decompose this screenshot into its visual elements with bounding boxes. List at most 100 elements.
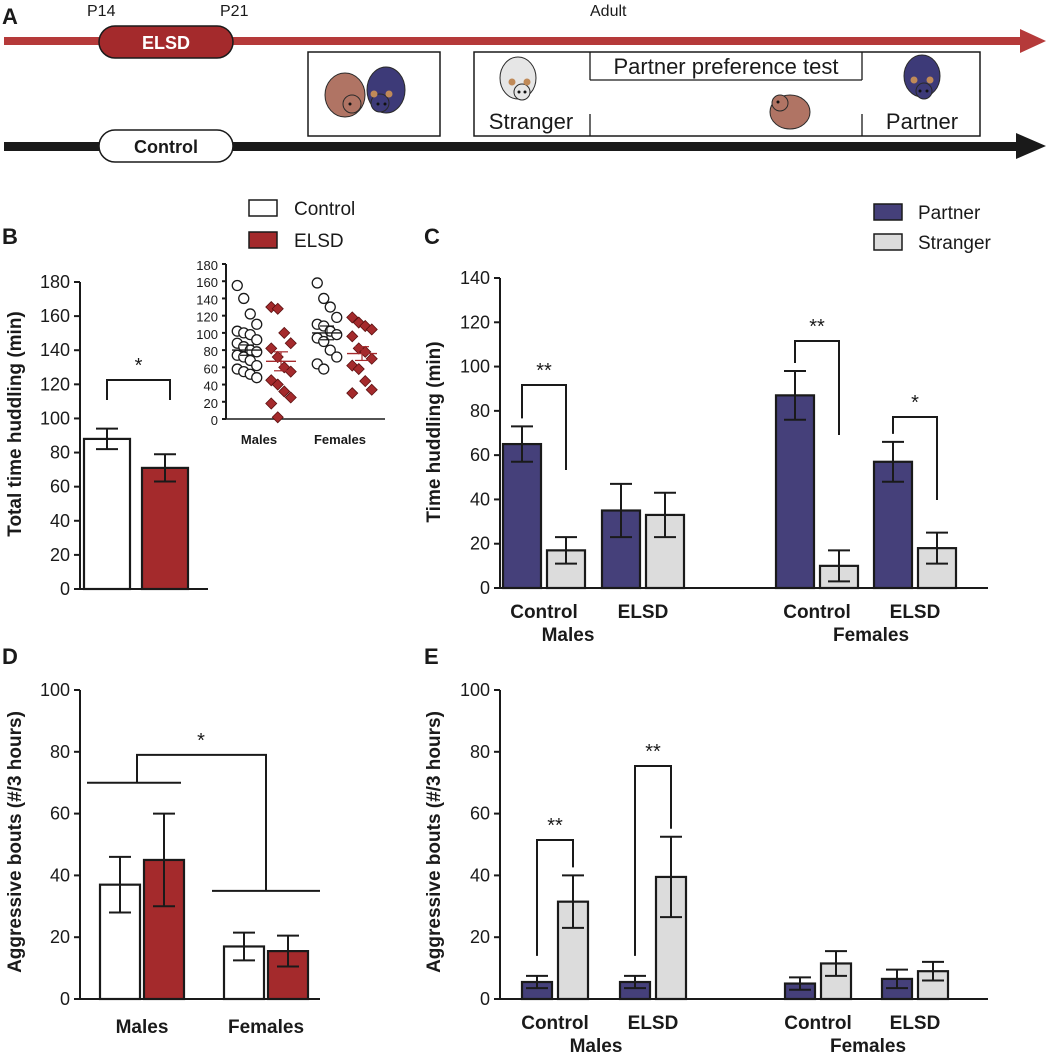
panel-d-y-tick-label: 40 [50,865,70,885]
panel-c-x-category-label: ELSD [890,602,941,623]
panel-c-y-tick-label: 20 [470,534,490,554]
panel-b-inset-females-elsd-point [346,311,359,324]
panel-b-inset-females-control-point [324,301,336,313]
panel-d-males-control-bar [98,883,142,1001]
panel-b-elsd-bar [140,466,190,591]
panel-d-significance: * [197,730,205,752]
legend-swatch-control [248,199,278,217]
panel-b-inset-y-tick-label: 60 [204,361,218,376]
panel-b-inset-y-tick-label: 40 [204,379,218,394]
legend-label-control: Control [294,199,355,220]
panel-b-inset-y-tick-label: 160 [196,275,218,290]
panel-e-x-category-label: ELSD [628,1013,679,1034]
panel-b-inset-males-elsd-point [278,385,291,398]
panel-b-inset-males-control-point [251,318,263,330]
legend-swatch-elsd [248,231,278,249]
legend-label-partner: Partner [918,203,981,224]
panel-b-control-bar [82,437,132,591]
panel-b-y-tick-label: 100 [40,408,70,428]
panel-e-x-category-label: Control [784,1013,852,1034]
panel-c-females-control-bracket [794,340,840,435]
vole-pair-icon [324,66,406,118]
legend-swatch-stranger [873,233,903,251]
panel-b-y-tick-label: 80 [50,443,70,463]
p14-label: P14 [87,3,116,20]
panel-e-y-tick-label: 60 [470,804,490,824]
panel-b-inset-females-control-point [311,277,323,289]
panel-c-x-category-label: Control [510,602,578,623]
panel-d-y-tick-label: 80 [50,742,70,762]
panel-b-inset-females-control-point [331,311,343,324]
panel-b-bracket [106,379,171,400]
panel-e-x-group-label: Males [570,1036,623,1057]
panel-d-y-tick-label: 60 [50,804,70,824]
panel-e-males-control-bracket [536,839,574,956]
partner-vole-icon [903,54,941,100]
panel-e-letter: E [424,644,439,669]
panel-b-inset-females-elsd-point [359,375,372,388]
panel-b-y-tick-label: 140 [40,340,70,360]
legend-c: Partner Stranger [873,203,992,254]
panel-e-y-tick-label: 40 [470,865,490,885]
y-axis-title-d: Aggressive bouts (#/3 hours) [5,711,26,973]
panel-c-females-elsd-significance: * [911,392,919,414]
panel-e-x-category-label: Control [521,1013,589,1034]
panel-b-inset-males-control-point [251,372,263,384]
panel-b-y-tick-label: 120 [40,374,70,394]
panel-b-inset-males-control-point [251,334,263,346]
panel-b-y-tick-label: 180 [40,272,70,292]
panel-c-males-control-partner-bar [501,442,543,590]
stranger-label: Stranger [489,109,573,134]
panel-b-y-tick-label: 20 [50,545,70,565]
panel-b-inset-males-elsd-point [284,365,297,378]
panel-d-y-tick-label: 0 [60,989,70,1009]
panel-b-inset-females-control-point [331,351,343,363]
panel-c-x-group-label: Males [542,625,595,646]
panel-c-x-group-label: Females [833,625,909,646]
chart-marks: 0 20 40 60 80 100 120 140 160 180 * 0 20 40 60 80 100 120… [40,258,988,1057]
elsd-pill [98,25,234,59]
panel-b-inset-males-control-point [231,279,243,292]
elsd-pill-label: ELSD [142,33,190,53]
panel-b-inset-males-control-point [251,346,263,358]
panel-b-inset-y-tick-label: 0 [211,413,218,428]
panel-b-inset-females-control-point [331,328,343,341]
panel-e-y-tick-label: 0 [480,989,490,1009]
panel-a-letter: A [2,4,18,29]
legend-label-elsd: ELSD [294,231,344,252]
panel-b-y-tick-label: 160 [40,306,70,326]
panel-c-females-control-significance: ** [809,316,825,338]
panel-d-x-category-label: Females [228,1017,304,1038]
p21-label: P21 [220,3,249,20]
legend-label-stranger: Stranger [918,233,992,254]
panel-c-letter: C [424,224,440,249]
panel-c-y-tick-label: 40 [470,489,490,509]
panel-b-y-tick-label: 40 [50,511,70,531]
panel-b-inset-y-tick-label: 120 [196,310,218,325]
partner-label: Partner [886,109,958,134]
panel-c-females-elsd-bracket [892,416,938,500]
panel-b-inset-females-control-point [318,292,330,305]
panel-e-males-elsd-bracket [634,765,672,956]
legend-b: Control ELSD [248,199,355,252]
control-pill-label: Control [134,137,198,157]
panel-e-y-tick-label: 20 [470,927,490,947]
panel-b-inset-males-elsd-point [284,391,297,404]
panel-c-males-control-significance: ** [536,360,552,382]
panel-b-inset-y-tick-label: 140 [196,292,218,307]
control-pill [98,129,234,163]
panel-b-y-tick-label: 60 [50,477,70,497]
test-box [473,51,981,137]
panel-c-y-tick-label: 0 [480,578,490,598]
panel-b-inset-y-tick-label: 100 [196,327,218,342]
panel-b-inset-females-elsd-point [352,362,365,376]
y-axis-title-b: Total time huddling (min) [5,311,26,537]
panel-b-significance: * [135,355,143,377]
panel-c-y-tick-label: 140 [460,268,490,288]
panel-b-inset-x-label: Males [241,432,277,447]
panel-b-inset-males-elsd-point [265,342,278,355]
y-axis-title-c: Time huddling (min) [424,341,445,522]
panel-e-y-tick-label: 100 [460,680,490,700]
panel-b-inset-females-control-point [318,363,330,375]
panel-e-males-control-significance: ** [547,815,563,837]
